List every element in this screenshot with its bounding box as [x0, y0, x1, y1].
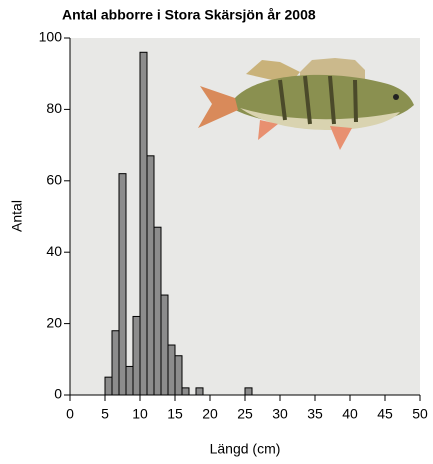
bar — [147, 156, 154, 395]
x-tick-label: 25 — [237, 406, 253, 422]
x-tick-label: 0 — [66, 406, 74, 422]
bar — [126, 366, 133, 395]
y-tick-label: 80 — [46, 100, 62, 116]
x-axis-label: Längd (cm) — [210, 441, 281, 457]
bar — [133, 316, 140, 395]
bar — [140, 52, 147, 395]
y-axis-label: Antal — [9, 200, 25, 232]
y-tick-label: 20 — [46, 314, 62, 330]
x-tick-label: 20 — [202, 406, 218, 422]
y-tick-label: 40 — [46, 243, 62, 259]
x-tick-label: 15 — [167, 406, 183, 422]
y-tick-label: 100 — [39, 29, 63, 45]
bar — [154, 227, 161, 395]
x-tick-label: 5 — [101, 406, 109, 422]
x-tick-label: 10 — [132, 406, 148, 422]
chart-title: Antal abborre i Stora Skärsjön år 2008 — [62, 7, 316, 23]
bar — [112, 331, 119, 395]
y-tick-label: 60 — [46, 172, 62, 188]
x-tick-label: 50 — [412, 406, 428, 422]
bar — [119, 174, 126, 395]
bar — [245, 388, 252, 395]
bar — [182, 388, 189, 395]
bar — [196, 388, 203, 395]
x-tick-label: 35 — [307, 406, 323, 422]
x-tick-label: 40 — [342, 406, 358, 422]
bar — [161, 295, 168, 395]
x-tick-label: 30 — [272, 406, 288, 422]
y-tick-label: 0 — [54, 386, 62, 402]
bar — [175, 356, 182, 395]
bar — [105, 377, 112, 395]
chart: Antal abborre i Stora Skärsjön år 2008 L… — [0, 0, 433, 464]
bar — [168, 345, 175, 395]
x-tick-label: 45 — [377, 406, 393, 422]
